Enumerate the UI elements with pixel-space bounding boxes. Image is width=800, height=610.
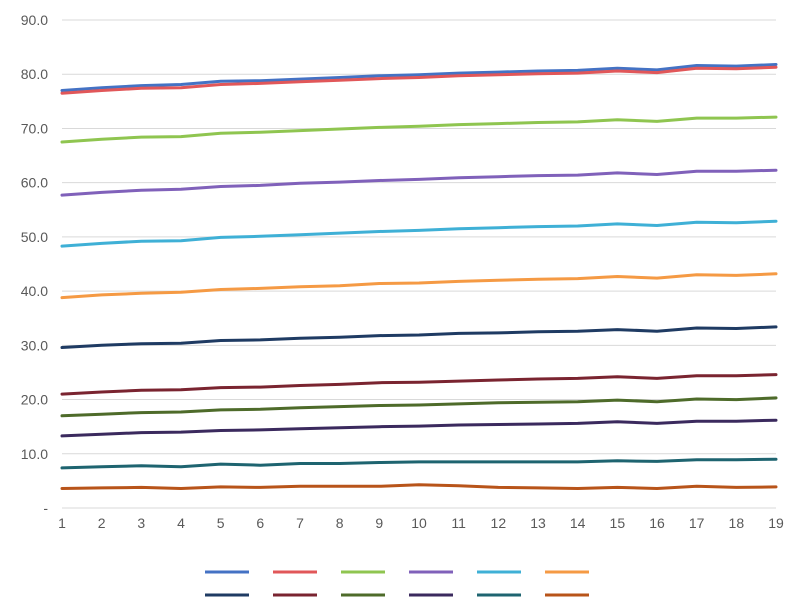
x-tick-label: 8 [336, 515, 344, 531]
series-line-11 [60, 457, 778, 470]
x-tick-label: 17 [689, 515, 705, 531]
x-tick-label: 4 [177, 515, 185, 531]
x-tick-label: 6 [256, 515, 264, 531]
x-tick-label: 13 [530, 515, 546, 531]
series-lines [60, 63, 778, 490]
x-tick-label: 14 [570, 515, 586, 531]
x-tick-label: 2 [98, 515, 106, 531]
series-line-7 [60, 325, 778, 349]
series-line-8 [60, 373, 778, 396]
x-axis-tick-labels: 1 2 3 4 5 6 7 8 9 10 11 12 13 14 15 16 17 18 19 [58, 515, 784, 531]
x-tick-label: 10 [411, 515, 427, 531]
y-axis-tick-labels: - 10.0 20.0 30.0 40.0 50.0 60.0 70.0 80.0 90.0 [21, 12, 49, 516]
x-tick-label: 7 [296, 515, 304, 531]
series-line-5 [60, 219, 778, 248]
y-tick-label: 40.0 [21, 283, 48, 299]
x-tick-label: 11 [451, 515, 466, 531]
series-line-10 [60, 418, 778, 438]
series-line-2 [60, 65, 778, 95]
y-tick-label: - [43, 500, 48, 516]
x-tick-label: 9 [375, 515, 383, 531]
series-line-12 [60, 483, 778, 490]
series-line-4 [60, 168, 778, 197]
x-tick-label: 18 [729, 515, 745, 531]
x-tick-label: 15 [610, 515, 626, 531]
series-line-3 [60, 115, 778, 144]
y-tick-label: 50.0 [21, 229, 48, 245]
x-tick-label: 5 [217, 515, 225, 531]
y-tick-label: 60.0 [21, 175, 48, 191]
x-tick-label: 16 [649, 515, 665, 531]
y-tick-label: 20.0 [21, 392, 48, 408]
gridlines [62, 19, 776, 509]
y-tick-label: 10.0 [21, 446, 48, 462]
x-tick-label: 19 [768, 515, 784, 531]
x-tick-label: 3 [137, 515, 145, 531]
x-tick-label: 12 [491, 515, 507, 531]
y-tick-label: 70.0 [21, 120, 48, 136]
y-tick-label: 90.0 [21, 12, 48, 28]
x-tick-label: 1 [58, 515, 66, 531]
legend [205, 570, 589, 597]
y-tick-label: 80.0 [21, 66, 48, 82]
y-tick-label: 30.0 [21, 337, 48, 353]
series-line-9 [60, 396, 778, 418]
series-line-6 [60, 272, 778, 300]
series-line-1 [60, 63, 778, 92]
